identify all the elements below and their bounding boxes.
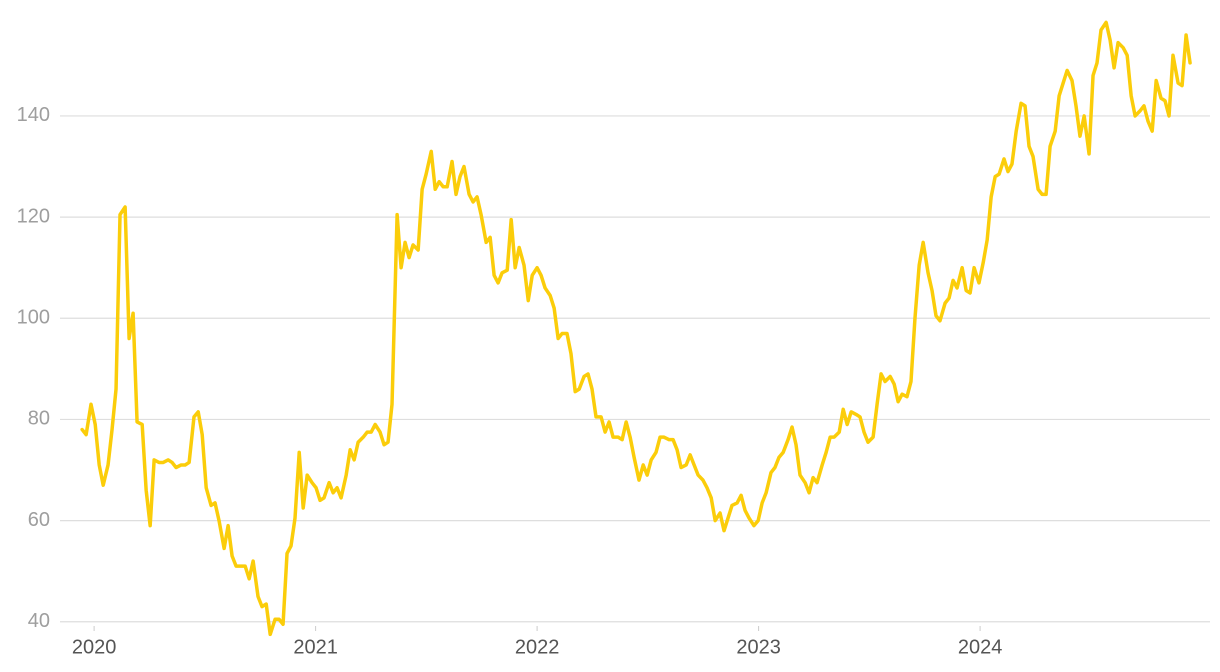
x-tick-label: 2022 [515, 636, 560, 658]
y-tick-label: 100 [17, 307, 50, 329]
x-tick-label: 2023 [736, 636, 781, 658]
y-tick-label: 120 [17, 205, 50, 227]
y-tick-label: 140 [17, 104, 50, 126]
y-tick-label: 40 [28, 610, 50, 632]
x-tick-label: 2020 [72, 636, 117, 658]
x-tick-label: 2024 [958, 636, 1003, 658]
y-tick-label: 60 [28, 509, 50, 531]
y-tick-label: 80 [28, 408, 50, 430]
x-tick-label: 2021 [293, 636, 338, 658]
price-line [80, 20, 1192, 637]
